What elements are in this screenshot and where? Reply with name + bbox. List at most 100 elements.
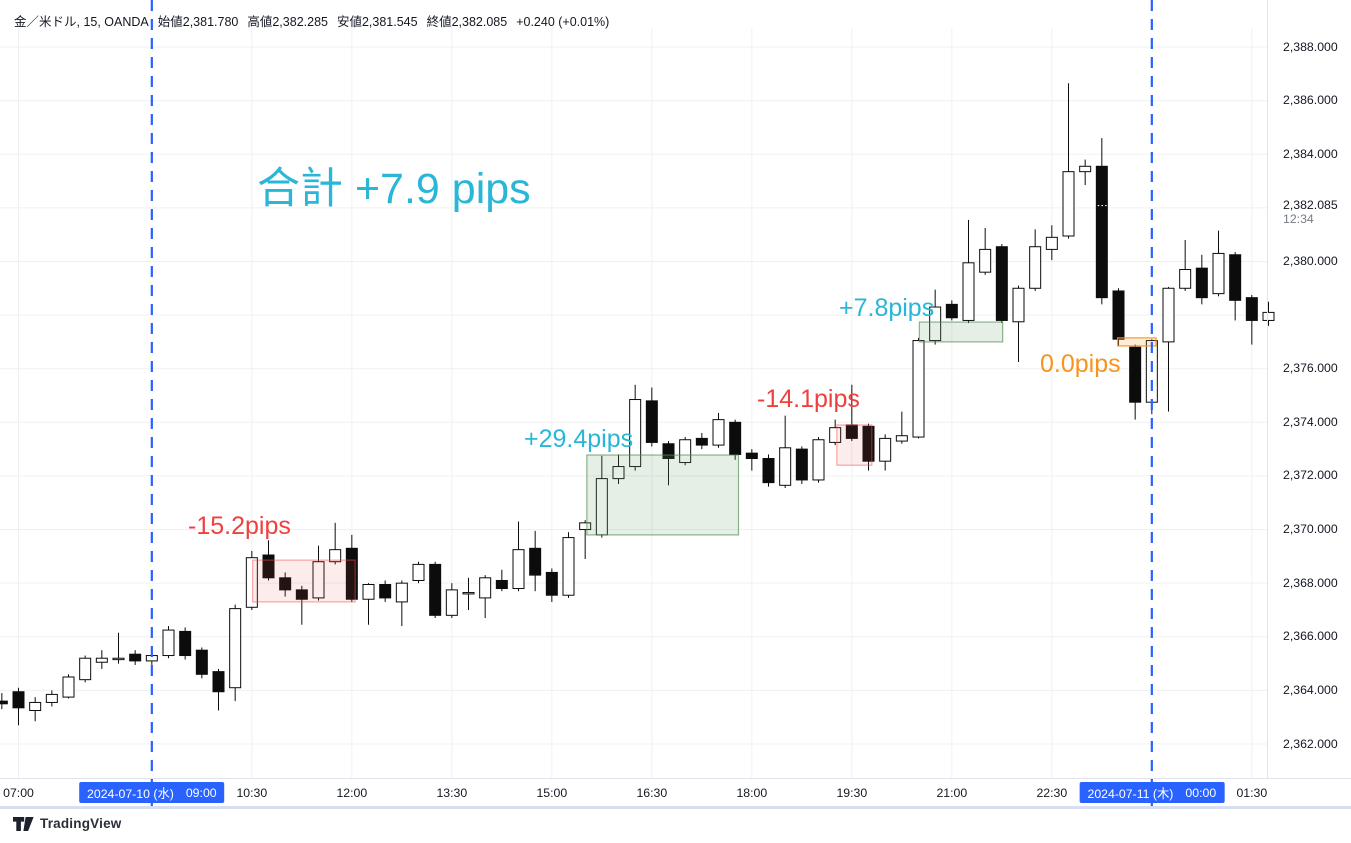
trade-box-loss[interactable] [836,424,873,466]
date-badge: 2024-07-11 (木) 00:00 [1079,782,1225,803]
candle-up [979,248,992,273]
time-axis-label: 07:00 [3,786,34,800]
price-axis-label: 2,362.000 [1283,736,1338,751]
candle-up [79,657,92,681]
candle-up [929,306,942,342]
candle-down [1195,267,1208,299]
candle-up [912,340,925,438]
trade-box-win[interactable] [586,454,740,536]
candle-up [1162,287,1175,343]
candle-down [495,579,508,590]
price-axis-label: 2,370.000 [1283,522,1338,537]
time-axis-label: 22:30 [1036,786,1068,800]
candle-up [162,629,175,657]
candle-up [879,437,892,462]
badge-date: 2024-07-10 (水) [87,786,174,801]
time-axis-label: 12:00 [336,786,368,800]
time-axis-label: 10:30 [236,786,268,800]
candle-down [762,458,775,484]
price-axis-label: 2,372.000 [1283,468,1338,483]
bar-countdown: 12:34 [1283,212,1314,227]
price-axis-label: 2,388.000 [1283,39,1338,54]
price-axis-label: 2,366.000 [1283,629,1338,644]
legend-field: 始値2,381.780 [157,15,239,29]
tradingview-logo-text[interactable]: TradingView [40,816,122,831]
candle-up [112,657,125,661]
candle-up [812,439,825,481]
total-pips-annotation[interactable]: 合計 +7.9 pips [257,165,531,213]
candle-up [229,608,242,689]
candle-down [12,691,25,709]
trade-pips-label[interactable]: -15.2pips [188,512,291,540]
candle-up [712,419,725,446]
price-axis-label: 2,384.000 [1283,146,1338,161]
candle-up [462,592,475,595]
trade-pips-label[interactable]: +7.8pips [839,294,935,322]
candle-down [645,400,658,443]
candle-up [62,676,75,698]
time-axis-label: 01:30 [1236,786,1268,800]
legend-field: 安値2,381.545 [336,15,418,29]
candle-up [679,439,692,464]
candle-up [29,701,42,711]
candle-down [945,303,958,319]
tradingview-logo-icon[interactable] [13,816,34,831]
candle-up [1079,165,1092,173]
trade-box-win[interactable] [918,321,1004,343]
candle-up [562,537,575,596]
legend-field: 高値2,382.285 [247,15,328,29]
candle-down [662,443,675,460]
trade-pips-label[interactable]: +29.4pips [524,425,634,453]
candle-down [429,563,442,616]
date-badge: 2024-07-10 (水) 09:00 [79,782,225,803]
chart-bottom-border [0,806,1351,809]
badge-date: 2024-07-11 (木) [1087,786,1174,801]
time-axis-label: 21:00 [936,786,968,800]
candle-down [379,584,392,599]
time-axis-label: 16:30 [636,786,668,800]
candle-down [695,437,708,446]
candle-up [1262,311,1275,321]
candle-up [45,693,58,703]
candle-down [1129,346,1142,403]
price-axis-label: 2,386.000 [1283,93,1338,108]
candle-down [262,554,275,579]
candle-down [179,630,192,657]
candle-up [395,582,408,603]
candle-down [862,425,875,462]
candle-down [1245,297,1258,321]
ohlc-values: 始値2,381.780 高値2,382.285 安値2,381.545 終値2,382… [158,11,507,30]
current-price-label: 2,382.085 [1283,198,1338,213]
legend: 金／米ドル, 15, OANDA 始値2,381.780 高値2,382.285 安… [14,11,609,30]
candle-up [579,522,592,531]
candle-up [362,584,375,600]
trade-box-flat[interactable] [1117,337,1157,347]
time-axis[interactable]: 07:00 10:30 12:00 13:30 15:00 16:30 18:00 19:30… [0,778,1351,807]
time-axis-label: 13:30 [436,786,468,800]
trade-pips-label[interactable]: -14.1pips [757,385,860,413]
legend-field: 終値2,382.085 [426,15,508,29]
candle-up [512,549,525,590]
time-axis-label: 19:30 [836,786,868,800]
candle-down [1095,165,1108,299]
candle-down [745,452,758,460]
symbol-title[interactable]: 金／米ドル, 15, OANDA [14,15,149,29]
candle-up [829,427,842,443]
candle-down [995,246,1008,321]
candle-up [895,435,908,442]
candle-up [95,657,108,663]
candle-up [245,557,258,608]
badge-time: 00:00 [1185,785,1217,800]
candle-down [345,547,358,600]
candle-up [329,549,342,563]
trade-box-loss[interactable] [252,559,356,603]
candle-up [312,561,325,599]
change-value: +0.240 (+0.01%) [516,15,610,29]
price-axis[interactable]: 2,388.000 2,386.000 2,384.000 2,380.000 2,37… [1267,0,1351,778]
candle-down [0,700,8,705]
candle-down [212,671,225,693]
candle-up [1062,171,1075,237]
trade-pips-label[interactable]: 0.0pips [1040,350,1121,378]
candle-up [445,589,458,616]
